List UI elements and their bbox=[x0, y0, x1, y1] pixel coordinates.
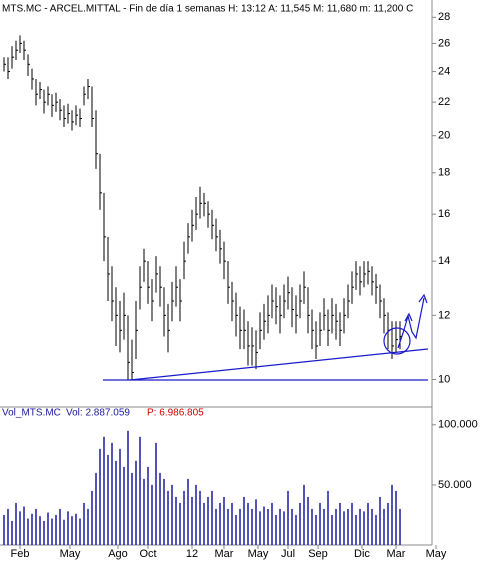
y-tick-label: 10 bbox=[438, 373, 450, 385]
projection-arrow bbox=[397, 297, 425, 349]
y-tick-label: 20 bbox=[438, 130, 450, 142]
x-tick-label: Dic bbox=[354, 548, 370, 560]
arrow-head bbox=[404, 312, 413, 322]
trend-line bbox=[129, 348, 429, 381]
y-tick-label: 14 bbox=[438, 255, 450, 267]
y-tick-label: 18 bbox=[438, 167, 450, 179]
volume-annotation: P: 6.986.805 bbox=[147, 408, 204, 419]
x-tick-label: Jul bbox=[281, 548, 295, 560]
x-tick-label: Mar bbox=[387, 548, 406, 560]
x-tick-label: 12 bbox=[186, 548, 198, 560]
y-tick-label: 50.000 bbox=[438, 479, 472, 491]
y-tick-label: 16 bbox=[438, 208, 450, 220]
x-tick-label: Ago bbox=[108, 548, 128, 560]
y-tick-label: 100.000 bbox=[438, 419, 478, 431]
x-tick-label: May bbox=[60, 548, 81, 560]
x-tick-label: Sep bbox=[308, 548, 328, 560]
drawn-annotations bbox=[103, 293, 429, 381]
x-tick-label: May bbox=[426, 548, 447, 560]
arrow-head bbox=[418, 293, 428, 304]
highlight-circle bbox=[383, 327, 411, 355]
x-tick-label: May bbox=[248, 548, 269, 560]
y-tick-label: 24 bbox=[438, 65, 450, 77]
x-tick-label: Oct bbox=[139, 548, 156, 560]
y-tick-label: 22 bbox=[438, 96, 450, 108]
y-tick-label: 12 bbox=[438, 309, 450, 321]
y-tick-label: 28 bbox=[438, 11, 450, 23]
volume-subtitle: Vol: 2.887.059 bbox=[66, 408, 130, 419]
x-tick-label: Mar bbox=[215, 548, 234, 560]
chart-title: MTS.MC - ARCEL.MITTAL - Fin de día 1 sem… bbox=[2, 4, 413, 15]
volume-title: Vol_MTS.MC bbox=[2, 408, 61, 419]
x-tick-label: Feb bbox=[11, 548, 30, 560]
plot-area: 10 12 14 16 18 20 22 24 26 28 Feb May Ago Oct 12 Mar May… bbox=[3, 11, 478, 560]
y-tick-label: 26 bbox=[438, 37, 450, 49]
